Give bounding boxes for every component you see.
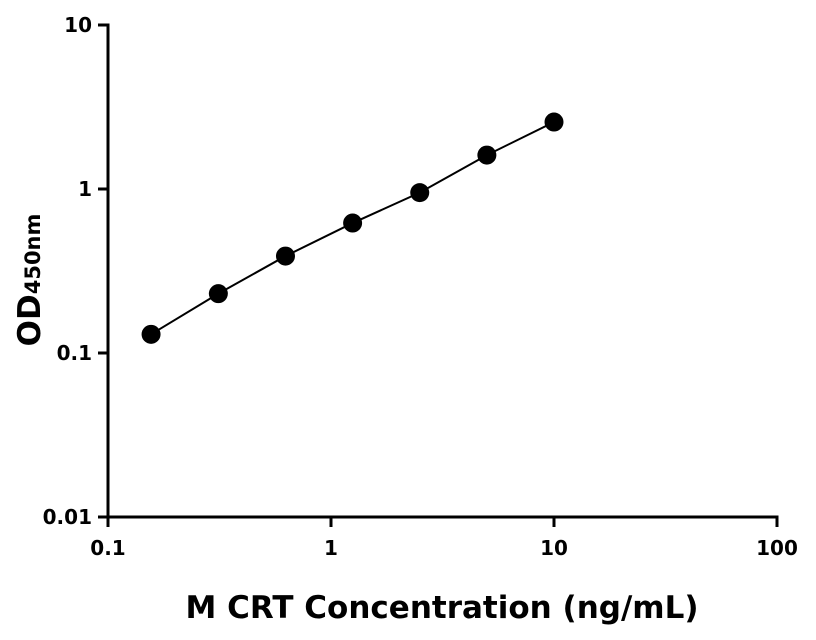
y-tick-label: 0.1 bbox=[57, 341, 92, 365]
data-point bbox=[208, 284, 228, 304]
data-point bbox=[275, 246, 295, 266]
data-point bbox=[477, 145, 497, 165]
y-tick-label: 10 bbox=[64, 13, 92, 37]
data-point bbox=[343, 213, 363, 233]
x-tick-label: 100 bbox=[756, 536, 798, 560]
x-axis-label: M CRT Concentration (ng/mL) bbox=[186, 590, 699, 626]
x-tick-label: 10 bbox=[540, 536, 568, 560]
x-tick-label: 1 bbox=[324, 536, 338, 560]
y-axis-label-subscript: 450nm bbox=[21, 214, 45, 295]
data-point bbox=[410, 183, 430, 203]
y-axis-label-main: OD bbox=[12, 294, 48, 346]
y-tick-label: 1 bbox=[78, 177, 92, 201]
x-tick-label: 0.1 bbox=[90, 536, 125, 560]
data-point bbox=[544, 112, 564, 132]
data-point bbox=[141, 324, 161, 344]
y-axis-label: OD450nm bbox=[12, 214, 48, 347]
y-tick-label: 0.01 bbox=[43, 505, 92, 529]
